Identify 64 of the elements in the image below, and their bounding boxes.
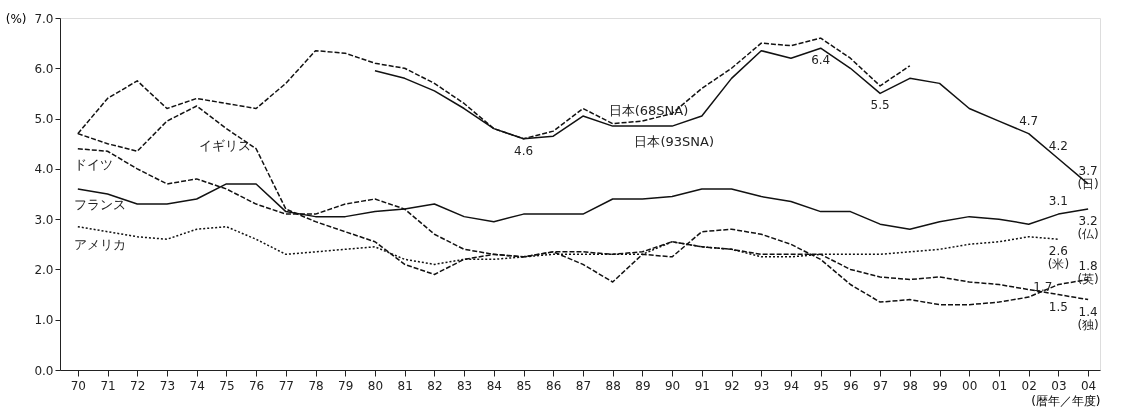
y-axis-title: (%) — [5, 11, 27, 26]
x-tick-label: 88 — [605, 378, 621, 393]
x-tick-label: 72 — [130, 378, 146, 393]
x-tick-label: 78 — [308, 378, 324, 393]
y-tick-label: 0.0 — [34, 363, 54, 378]
data-label: 4.2 — [1048, 138, 1068, 153]
x-tick-label: 80 — [367, 378, 384, 393]
data-label: 2.6 (米) — [1047, 244, 1070, 272]
x-tick-label: 02 — [1021, 378, 1037, 393]
x-tick-label: 74 — [189, 378, 205, 393]
x-tick-label: 98 — [902, 378, 918, 393]
data-label: 4.6 — [514, 143, 534, 158]
series-label: フランス — [73, 196, 126, 212]
x-tick-label: 82 — [427, 378, 443, 393]
data-label: 3.7 (日) — [1077, 163, 1099, 191]
x-tick-label: 00 — [962, 378, 978, 393]
x-tick-label: 85 — [516, 378, 532, 393]
series-label: ドイツ — [73, 156, 113, 172]
data-label: 3.2 (仏) — [1077, 214, 1099, 242]
data-label: 1.5 — [1048, 299, 1068, 314]
x-tick-label: 83 — [456, 378, 473, 393]
data-label: 1.8 (英) — [1077, 259, 1099, 287]
x-tick-label: 04 — [1080, 378, 1097, 393]
x-tick-label: 96 — [843, 378, 859, 393]
y-tick-label: 7.0 — [34, 11, 54, 26]
x-tick-label: 93 — [754, 378, 770, 393]
data-label: 6.4 — [811, 53, 831, 68]
x-tick-label: 75 — [219, 378, 235, 393]
y-tick-label: 3.0 — [34, 212, 54, 227]
x-tick-label: 76 — [248, 378, 265, 393]
x-tick-label: 94 — [783, 378, 800, 393]
x-tick-label: 97 — [872, 378, 889, 393]
x-tick-label: 95 — [813, 378, 829, 393]
y-tick-label: 1.0 — [34, 313, 54, 328]
x-tick-label: 77 — [278, 378, 294, 393]
y-tick-label: 4.0 — [34, 162, 54, 177]
x-tick-label: 79 — [338, 378, 354, 393]
x-tick-label: 91 — [694, 378, 710, 393]
series-label: アメリカ — [73, 236, 126, 252]
series-label: イギリス — [198, 138, 251, 153]
y-tick-label: 2.0 — [34, 262, 54, 277]
data-label: 3.1 — [1048, 194, 1068, 209]
data-label: 1.7 — [1033, 279, 1053, 294]
x-tick-label: 87 — [575, 378, 592, 393]
x-tick-label: 89 — [635, 378, 651, 393]
x-tick-label: 92 — [724, 378, 740, 393]
x-axis-title: (暦年／年度) — [1031, 393, 1101, 408]
series-label: 日本(93SNA) — [634, 134, 714, 150]
x-tick-label: 73 — [159, 378, 176, 393]
x-tick-label: 71 — [100, 378, 116, 393]
x-tick-label: 86 — [546, 378, 562, 393]
x-tick-label: 99 — [932, 378, 948, 393]
data-label: 4.7 — [1019, 113, 1039, 128]
x-tick-label: 90 — [664, 378, 681, 393]
y-tick-label: 5.0 — [34, 112, 54, 127]
x-tick-label: 03 — [1051, 378, 1067, 393]
series-label: 日本(68SNA) — [608, 102, 689, 118]
x-tick-label: 70 — [70, 378, 86, 393]
data-label: 1.4 (独) — [1077, 304, 1099, 332]
x-tick-label: 81 — [397, 378, 413, 393]
data-label: 5.5 — [870, 98, 890, 113]
x-tick-label: 84 — [486, 378, 502, 393]
x-tick-label: 01 — [991, 378, 1008, 393]
y-tick-label: 6.0 — [34, 61, 54, 76]
